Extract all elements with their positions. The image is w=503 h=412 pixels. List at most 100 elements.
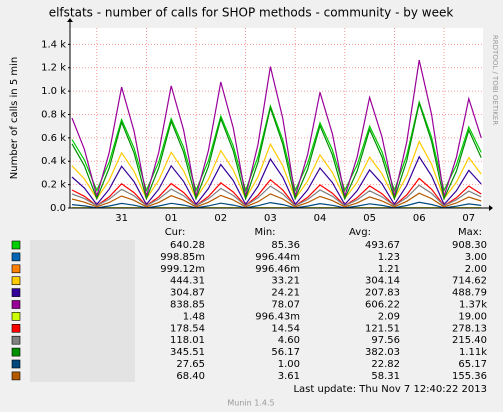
legend-value: 178.54 <box>170 323 205 334</box>
legend-value: 121.51 <box>365 323 400 334</box>
legend-value: 78.07 <box>271 300 300 311</box>
legend-value: 838.85 <box>170 300 205 311</box>
legend-value: 493.67 <box>365 240 400 251</box>
legend-value: 998.85m <box>160 252 205 263</box>
legend-value: 1.37k <box>459 300 487 311</box>
legend-value: 97.56 <box>371 335 400 346</box>
legend-value: 278.13 <box>452 323 487 334</box>
legend-value: 996.43m <box>255 311 300 322</box>
legend-value: 488.79 <box>452 288 487 299</box>
x-tick-label: 01 <box>165 213 178 224</box>
legend-value: 155.36 <box>452 371 487 382</box>
y-tick-label: 1.4 k <box>41 39 66 50</box>
x-tick-label: 31 <box>115 213 128 224</box>
legend-value: 27.65 <box>176 359 205 370</box>
legend-header: Min: <box>254 227 275 238</box>
legend-value: 382.03 <box>365 347 400 358</box>
x-tick-label: 06 <box>413 213 426 224</box>
legend-value: 3.00 <box>465 252 487 263</box>
legend-value: 2.09 <box>378 311 400 322</box>
series-line <box>71 177 482 207</box>
legend-value: 640.28 <box>170 240 205 251</box>
y-tick-label: 1.0 k <box>41 86 66 97</box>
series-line <box>71 59 482 199</box>
y-tick-label: 1.2 k <box>41 63 66 74</box>
legend-value: 996.46m <box>255 264 300 275</box>
legend-swatch <box>11 347 21 357</box>
legend-swatch <box>11 276 21 286</box>
watermark: RRDTOOL / TOBI OETIKER <box>491 35 499 125</box>
x-tick-label: 05 <box>363 213 376 224</box>
legend-value: 22.82 <box>371 359 400 370</box>
y-tick-label: 0.2 k <box>41 180 66 191</box>
legend-value: 908.30 <box>452 240 487 251</box>
legend-value: 207.83 <box>365 288 400 299</box>
legend-swatch <box>11 252 21 262</box>
legend-value: 4.60 <box>278 335 300 346</box>
series-line <box>71 192 482 208</box>
legend-value: 118.01 <box>170 335 205 346</box>
axis-arrow <box>489 205 493 211</box>
legend-value: 1.23 <box>378 252 400 263</box>
legend-value: 2.00 <box>465 264 487 275</box>
legend-value: 14.54 <box>271 323 300 334</box>
legend-value: 345.51 <box>170 347 205 358</box>
legend-header: Cur: <box>165 227 186 238</box>
y-tick-label: 0.8 k <box>41 109 66 120</box>
legend-swatch <box>11 371 21 381</box>
series-line <box>71 101 482 201</box>
x-tick-label: 03 <box>264 213 277 224</box>
legend-value: 1.21 <box>378 264 400 275</box>
legend-swatch <box>11 288 21 297</box>
series-line <box>71 140 482 200</box>
legend-value: 1.00 <box>278 359 300 370</box>
legend-value: 304.87 <box>170 288 205 299</box>
footer: Munin 1.4.5 <box>227 399 274 408</box>
legend-value: 304.14 <box>365 276 400 287</box>
series-line <box>71 184 482 207</box>
legend-swatch <box>11 312 21 321</box>
x-tick-label: 04 <box>314 213 327 224</box>
series-line <box>71 99 482 193</box>
legend-value: 1.48 <box>183 311 205 322</box>
redacted-labels <box>30 240 135 382</box>
legend-value: 85.36 <box>271 240 300 251</box>
last-update: Last update: Thu Nov 7 12:40:22 2013 <box>293 384 487 395</box>
legend-header: Max: <box>458 227 482 238</box>
axis-arrow <box>67 18 73 22</box>
x-tick-label: 02 <box>214 213 227 224</box>
legend-swatch <box>11 335 21 345</box>
series-line <box>71 201 482 209</box>
y-axis-label: Number of calls in 5 min <box>9 57 20 179</box>
y-tick-label: 0.4 k <box>41 156 66 167</box>
y-tick-label: 0.0 <box>50 203 66 214</box>
legend-value: 996.44m <box>255 252 300 263</box>
legend-swatch <box>11 300 21 309</box>
plot-area <box>70 28 483 208</box>
legend-swatch <box>11 359 21 369</box>
series-line <box>71 155 482 206</box>
legend-value: 215.40 <box>452 335 487 346</box>
legend-header: Avg: <box>349 227 371 238</box>
legend-value: 33.21 <box>271 276 300 287</box>
legend-value: 56.17 <box>271 347 300 358</box>
legend-swatch <box>11 264 21 274</box>
legend-value: 58.31 <box>371 371 400 382</box>
legend-value: 444.31 <box>170 276 205 287</box>
legend-value: 24.21 <box>271 288 300 299</box>
legend-value: 606.22 <box>365 300 400 311</box>
x-tick-label: 07 <box>462 213 475 224</box>
legend-value: 65.17 <box>458 359 487 370</box>
legend-value: 68.40 <box>176 371 205 382</box>
legend-swatch <box>11 240 21 250</box>
legend-value: 714.62 <box>452 276 487 287</box>
legend-value: 19.00 <box>458 311 487 322</box>
chart-title: elfstats - number of calls for SHOP meth… <box>49 6 454 20</box>
legend-value: 999.12m <box>160 264 205 275</box>
y-tick-label: 0.6 k <box>41 133 66 144</box>
legend-swatch <box>11 323 21 333</box>
legend-value: 3.61 <box>278 371 300 382</box>
legend-value: 1.11k <box>459 347 487 358</box>
